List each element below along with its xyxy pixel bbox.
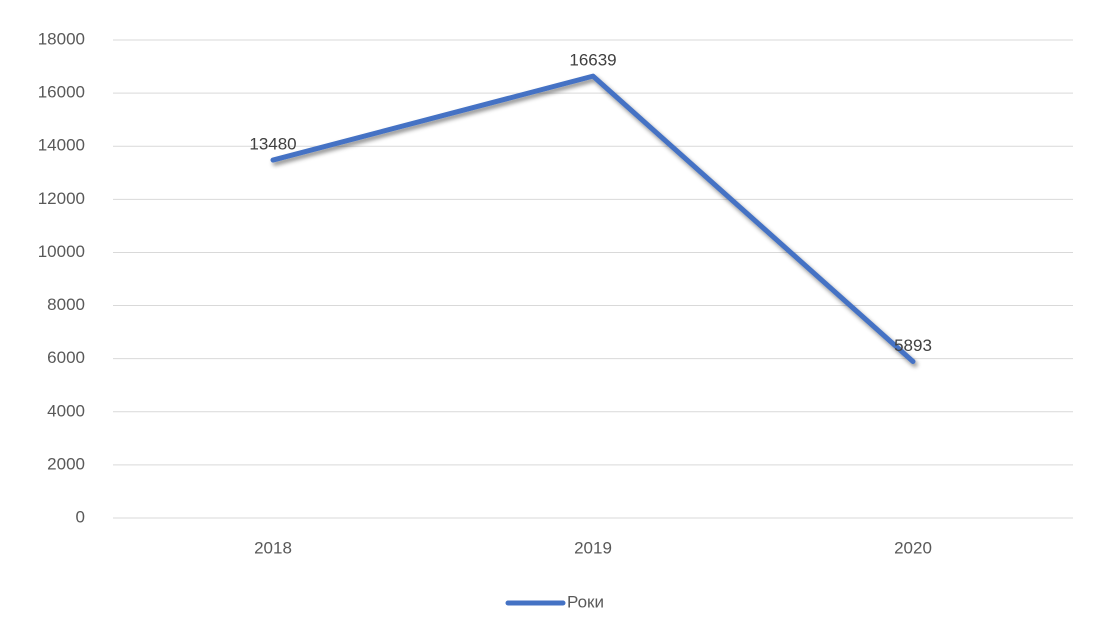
y-tick-label: 6000 (47, 348, 85, 367)
data-label: 13480 (249, 135, 296, 154)
y-tick-label: 2000 (47, 454, 85, 473)
data-label: 16639 (569, 51, 616, 70)
y-tick-label: 18000 (38, 29, 85, 48)
x-tick-label: 2019 (574, 538, 612, 557)
chart: 0 2000 4000 6000 8000 10000 12000 14000 16000 180… (0, 0, 1094, 636)
x-tick-label: 2018 (254, 538, 292, 557)
y-tick-label: 0 (76, 507, 85, 526)
y-tick-label: 8000 (47, 295, 85, 314)
y-tick-label: 4000 (47, 401, 85, 420)
page: {"chart_data": {"type": "line", "categor… (0, 0, 1094, 636)
y-tick-label: 16000 (38, 83, 85, 102)
y-tick-label: 14000 (38, 136, 85, 155)
y-tick-label: 10000 (38, 242, 85, 261)
legend-label: Роки (567, 592, 604, 611)
x-tick-label: 2020 (894, 538, 932, 557)
y-tick-label: 12000 (38, 189, 85, 208)
data-label: 5893 (894, 336, 932, 355)
